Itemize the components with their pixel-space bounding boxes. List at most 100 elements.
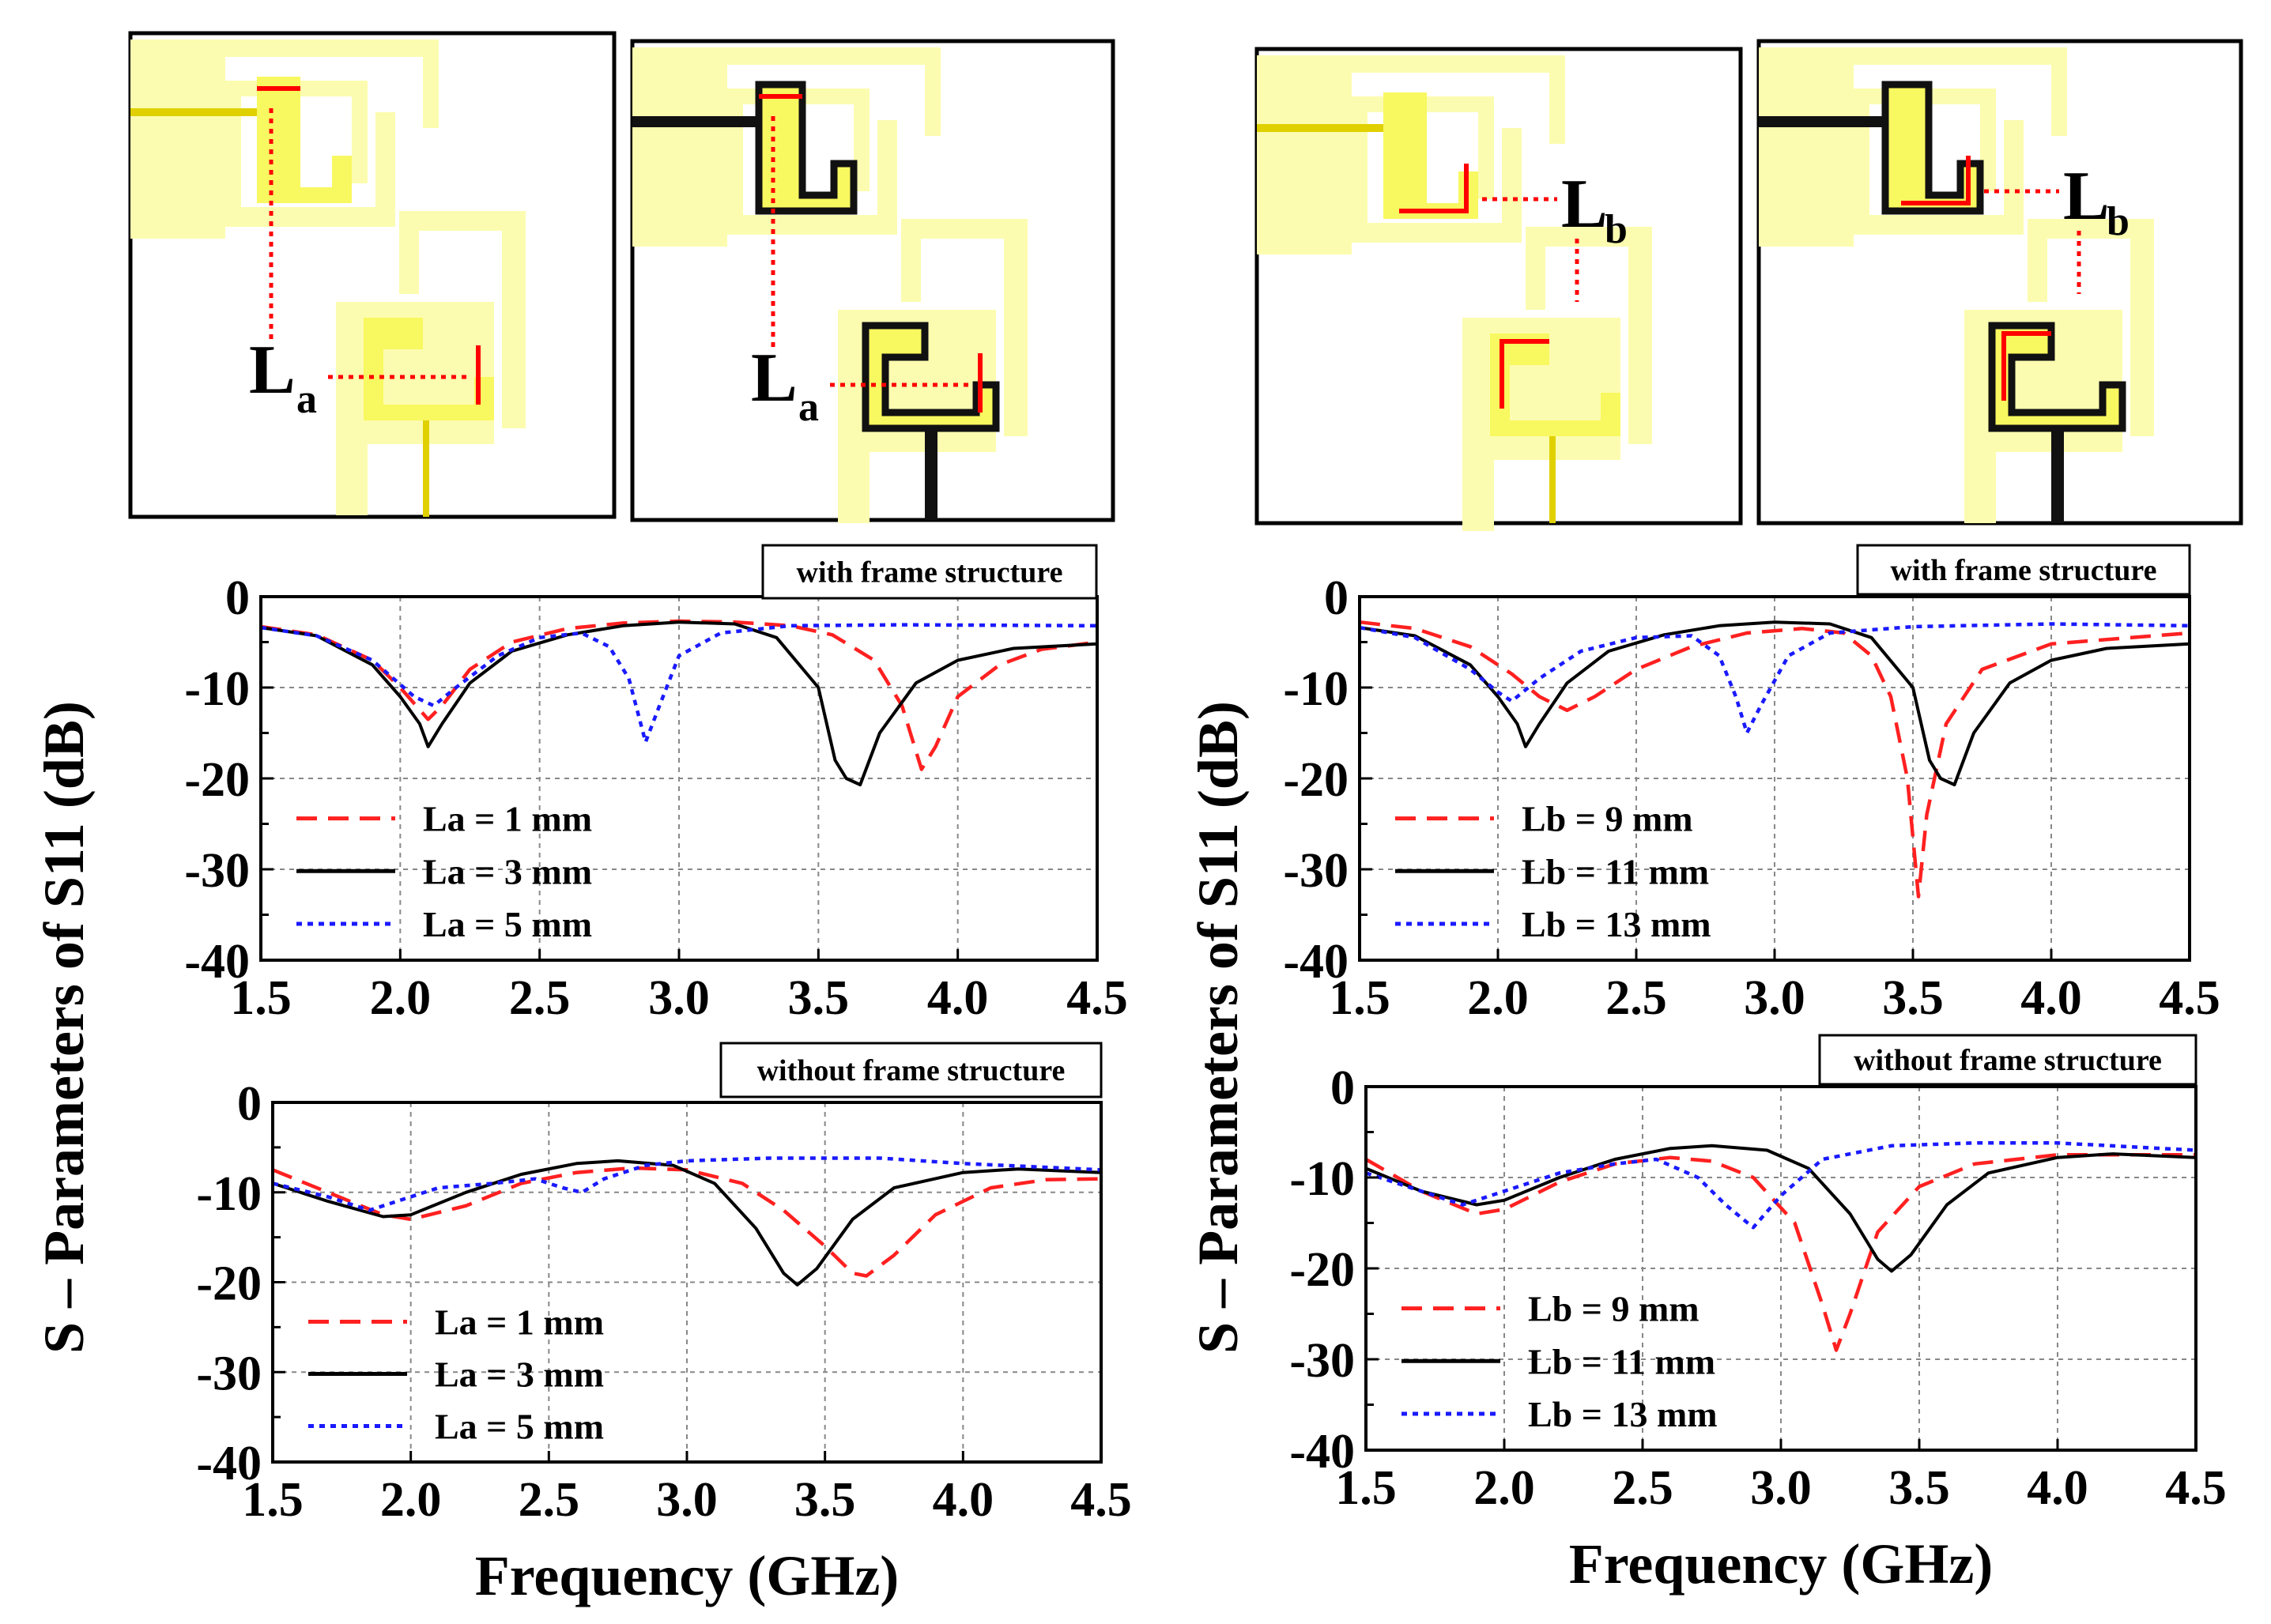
x-tick-label: 4.0 [2020,971,2082,1025]
antenna-diagram-4: Lb [1756,39,2243,526]
lower-feed-line [925,428,937,520]
y-tick-label: -30 [1289,1334,1355,1388]
legend-label: La = 1 mm [423,799,592,839]
dimension-arrows [759,94,983,413]
grid [1360,597,2190,960]
chart-bottom-left: 1.5 2.0 2.5 3.0 3.5 4.0 4.5 0 -10 -20 -30 -40 withou… [196,1042,1132,1607]
x-tick-label: 3.5 [794,1473,856,1527]
upper-patch [755,81,858,215]
lower-patch [862,322,1000,432]
y-tick-label: -10 [1289,1152,1355,1206]
dimension-label-L: L [751,340,798,416]
chart-title: with frame structure [1891,554,2157,587]
dimension-label-sub: a [296,377,317,422]
y-tick-label: -20 [1283,753,1349,807]
y-tick-label: -30 [196,1347,262,1400]
y-axis-title: S – Parameters of S11 (dB) [32,701,96,1354]
dimension-label-L: L [1561,166,1608,243]
x-tick-label: 3.0 [1744,971,1805,1025]
y-tick-label: -20 [196,1257,262,1311]
y-tick-label: -20 [184,753,250,807]
x-tick-label: 2.5 [509,971,571,1025]
feed-line [1257,124,1395,132]
dimension-label-sub: a [798,385,819,430]
x-tick-label: 4.5 [1066,971,1128,1025]
series-line-3 [260,623,1098,744]
y-tick-label: 0 [237,1077,262,1131]
y-tick-label: -10 [196,1167,262,1221]
x-tick-label: 4.5 [2159,971,2220,1025]
y-axis-title: S – Parameters of S11 (dB) [1186,701,1250,1354]
series-line-3 [1359,622,2190,735]
x-tick-label: 3.5 [788,971,850,1025]
square-ring-frame [225,81,395,227]
y-tick-label: 0 [1330,1061,1355,1115]
y-tick-label: -30 [184,844,250,898]
x-tick-label: 3.0 [1750,1461,1812,1515]
x-tick-label: 4.0 [927,971,989,1025]
dimension-arrow [1399,164,1469,213]
series-line-2 [272,1159,1102,1287]
x-tick-label: 2.0 [380,1473,442,1527]
x-axis-title: Frequency (GHz) [1569,1532,1994,1596]
ground-plane [1257,55,1352,254]
legend-label: Lb = 9 mm [1522,799,1693,839]
x-tick-label: 1.5 [230,971,292,1025]
dimension-arrow [2001,331,2051,401]
frame-strip-lower [2028,219,2154,436]
y-tick-label: -40 [184,935,250,989]
s11-charts: 1.5 2.0 2.5 3.0 3.5 4.0 4.5 0 -10 -20 -30 -40 with f… [184,544,2227,1607]
y-tick-label: -40 [1289,1425,1355,1479]
frame-strip-lower [1526,227,1652,444]
x-tick-label: 3.0 [648,971,710,1025]
feed-line [1759,116,1897,127]
x-tick-label: 1.5 [242,1473,304,1527]
structure-tag-box [719,1042,1103,1098]
series-line-1 [272,1166,1102,1278]
x-tick-label: 1.5 [1329,971,1390,1025]
chart-top-left: 1.5 2.0 2.5 3.0 3.5 4.0 4.5 0 -10 -20 -30 -40 with f… [184,544,1128,1025]
frame-strip-lower [399,211,526,428]
lower-patch [364,318,494,420]
square-ring-frame [1352,96,1522,243]
legend-label: Lb = 11 mm [1522,851,1709,891]
legend-label: La = 5 mm [435,1407,604,1447]
structure-tag-box [1856,544,2191,596]
series-line-1 [1359,620,2190,899]
x-tick-label: 1.5 [1335,1461,1397,1515]
legend-label: La = 5 mm [423,904,592,944]
x-tick-label: 2.5 [519,1473,580,1527]
chart-title: with frame structure [797,556,1063,590]
y-tick-label: -20 [1289,1243,1355,1297]
x-tick-label: 4.0 [2027,1461,2088,1515]
feed-line [130,108,269,116]
x-tick-label: 2.0 [370,971,432,1025]
chart-title: without frame structure [1854,1044,2162,1077]
dimension-label-L: L [2063,158,2110,235]
dimension-arrow [1500,339,1549,409]
legend-label: Lb = 13 mm [1528,1394,1718,1434]
legend-label: Lb = 9 mm [1528,1289,1699,1329]
x-tick-label: 2.0 [1467,971,1529,1025]
lower-patch [1988,322,2126,432]
x-tick-label: 2.0 [1473,1461,1535,1515]
y-tick-label: -30 [1283,844,1349,898]
x-tick-label: 4.5 [2165,1461,2227,1515]
legend-label: Lb = 11 mm [1528,1341,1715,1381]
series-line-2 [1359,620,2190,786]
series-line-2 [1365,1144,2197,1273]
series-line-2 [260,620,1098,786]
x-tick-label: 4.0 [933,1473,994,1527]
grid [1366,1087,2196,1450]
y-tick-label: -10 [1283,662,1349,716]
dimension-label-sub: b [2107,199,2130,244]
dimension-arrows [1901,156,2081,401]
lower-feed-line [1549,436,1556,523]
legend-label: Lb = 13 mm [1522,904,1711,944]
series-line-3 [1365,1141,2197,1230]
y-tick-label: -40 [196,1437,262,1490]
